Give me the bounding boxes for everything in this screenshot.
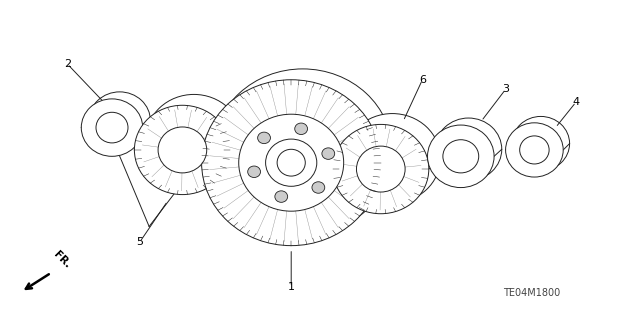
- Ellipse shape: [277, 128, 328, 175]
- Ellipse shape: [266, 139, 317, 186]
- Ellipse shape: [520, 136, 549, 164]
- Ellipse shape: [295, 123, 308, 135]
- Ellipse shape: [250, 103, 355, 200]
- Ellipse shape: [277, 149, 305, 176]
- Ellipse shape: [344, 114, 440, 203]
- Ellipse shape: [202, 80, 381, 246]
- Text: 3: 3: [502, 84, 509, 94]
- Ellipse shape: [158, 127, 207, 173]
- Ellipse shape: [96, 112, 128, 143]
- Ellipse shape: [170, 116, 218, 162]
- Text: 2: 2: [63, 59, 71, 69]
- Ellipse shape: [356, 146, 405, 192]
- Ellipse shape: [312, 182, 324, 193]
- Ellipse shape: [333, 124, 429, 214]
- Ellipse shape: [213, 69, 392, 235]
- Text: 6: 6: [419, 75, 426, 85]
- Text: 5: 5: [136, 237, 143, 248]
- Ellipse shape: [134, 105, 230, 195]
- Text: 1: 1: [288, 282, 294, 292]
- Ellipse shape: [322, 148, 335, 160]
- Text: FR.: FR.: [51, 250, 72, 271]
- Text: 4: 4: [572, 97, 580, 107]
- Ellipse shape: [81, 99, 143, 156]
- Ellipse shape: [258, 132, 271, 144]
- Ellipse shape: [443, 140, 479, 173]
- Ellipse shape: [239, 114, 344, 211]
- Ellipse shape: [368, 135, 417, 181]
- Ellipse shape: [248, 166, 260, 177]
- Text: TE04M1800: TE04M1800: [502, 288, 560, 299]
- Ellipse shape: [146, 94, 242, 184]
- Ellipse shape: [428, 125, 494, 188]
- Ellipse shape: [506, 123, 563, 177]
- Ellipse shape: [275, 191, 287, 202]
